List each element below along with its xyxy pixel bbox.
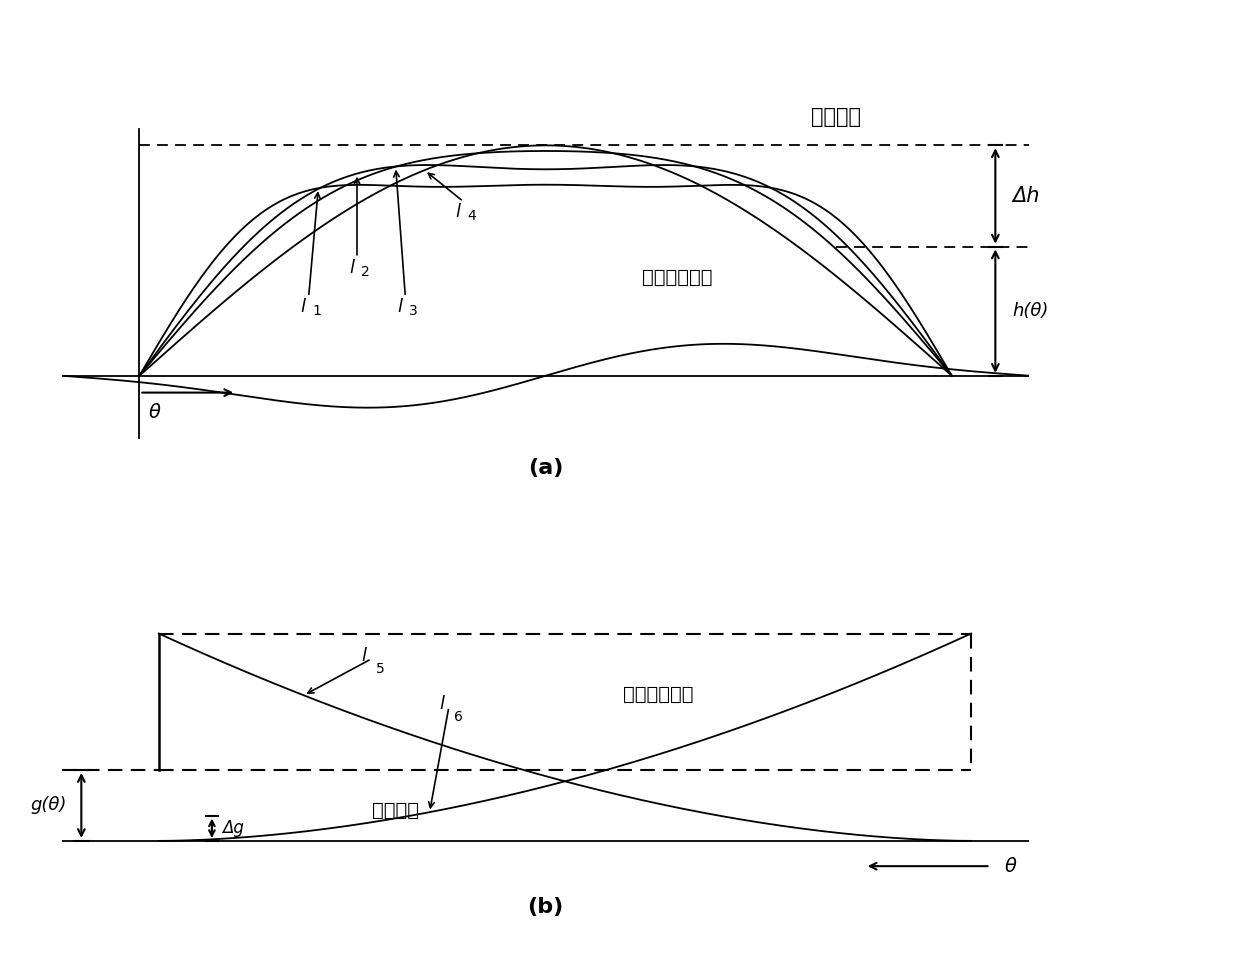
Text: l: l bbox=[398, 298, 403, 317]
Text: θ: θ bbox=[149, 402, 161, 422]
Text: Δh: Δh bbox=[1013, 186, 1040, 206]
Text: 空气间隙: 空气间隙 bbox=[811, 107, 861, 127]
Text: θ: θ bbox=[1004, 857, 1017, 875]
Text: (b): (b) bbox=[527, 896, 564, 917]
Text: 3: 3 bbox=[409, 304, 418, 318]
Text: 5: 5 bbox=[377, 662, 386, 675]
Text: l: l bbox=[439, 696, 444, 713]
Text: Δg: Δg bbox=[222, 819, 243, 838]
Text: 鐵芯或永磁体: 鐵芯或永磁体 bbox=[622, 685, 693, 703]
Text: g(θ): g(θ) bbox=[31, 796, 67, 814]
Text: l: l bbox=[455, 203, 460, 221]
Text: l: l bbox=[350, 260, 355, 277]
Text: l: l bbox=[301, 298, 306, 317]
Text: 鐵芯或永磁体: 鐵芯或永磁体 bbox=[642, 268, 713, 287]
Text: 空气间隙: 空气间隙 bbox=[372, 801, 419, 820]
Text: 4: 4 bbox=[467, 208, 476, 223]
Text: 1: 1 bbox=[312, 304, 321, 318]
Text: 6: 6 bbox=[454, 710, 463, 724]
Text: h(θ): h(θ) bbox=[1013, 302, 1049, 320]
Text: (a): (a) bbox=[528, 458, 563, 479]
Text: 2: 2 bbox=[361, 264, 370, 279]
Text: l: l bbox=[362, 648, 367, 665]
